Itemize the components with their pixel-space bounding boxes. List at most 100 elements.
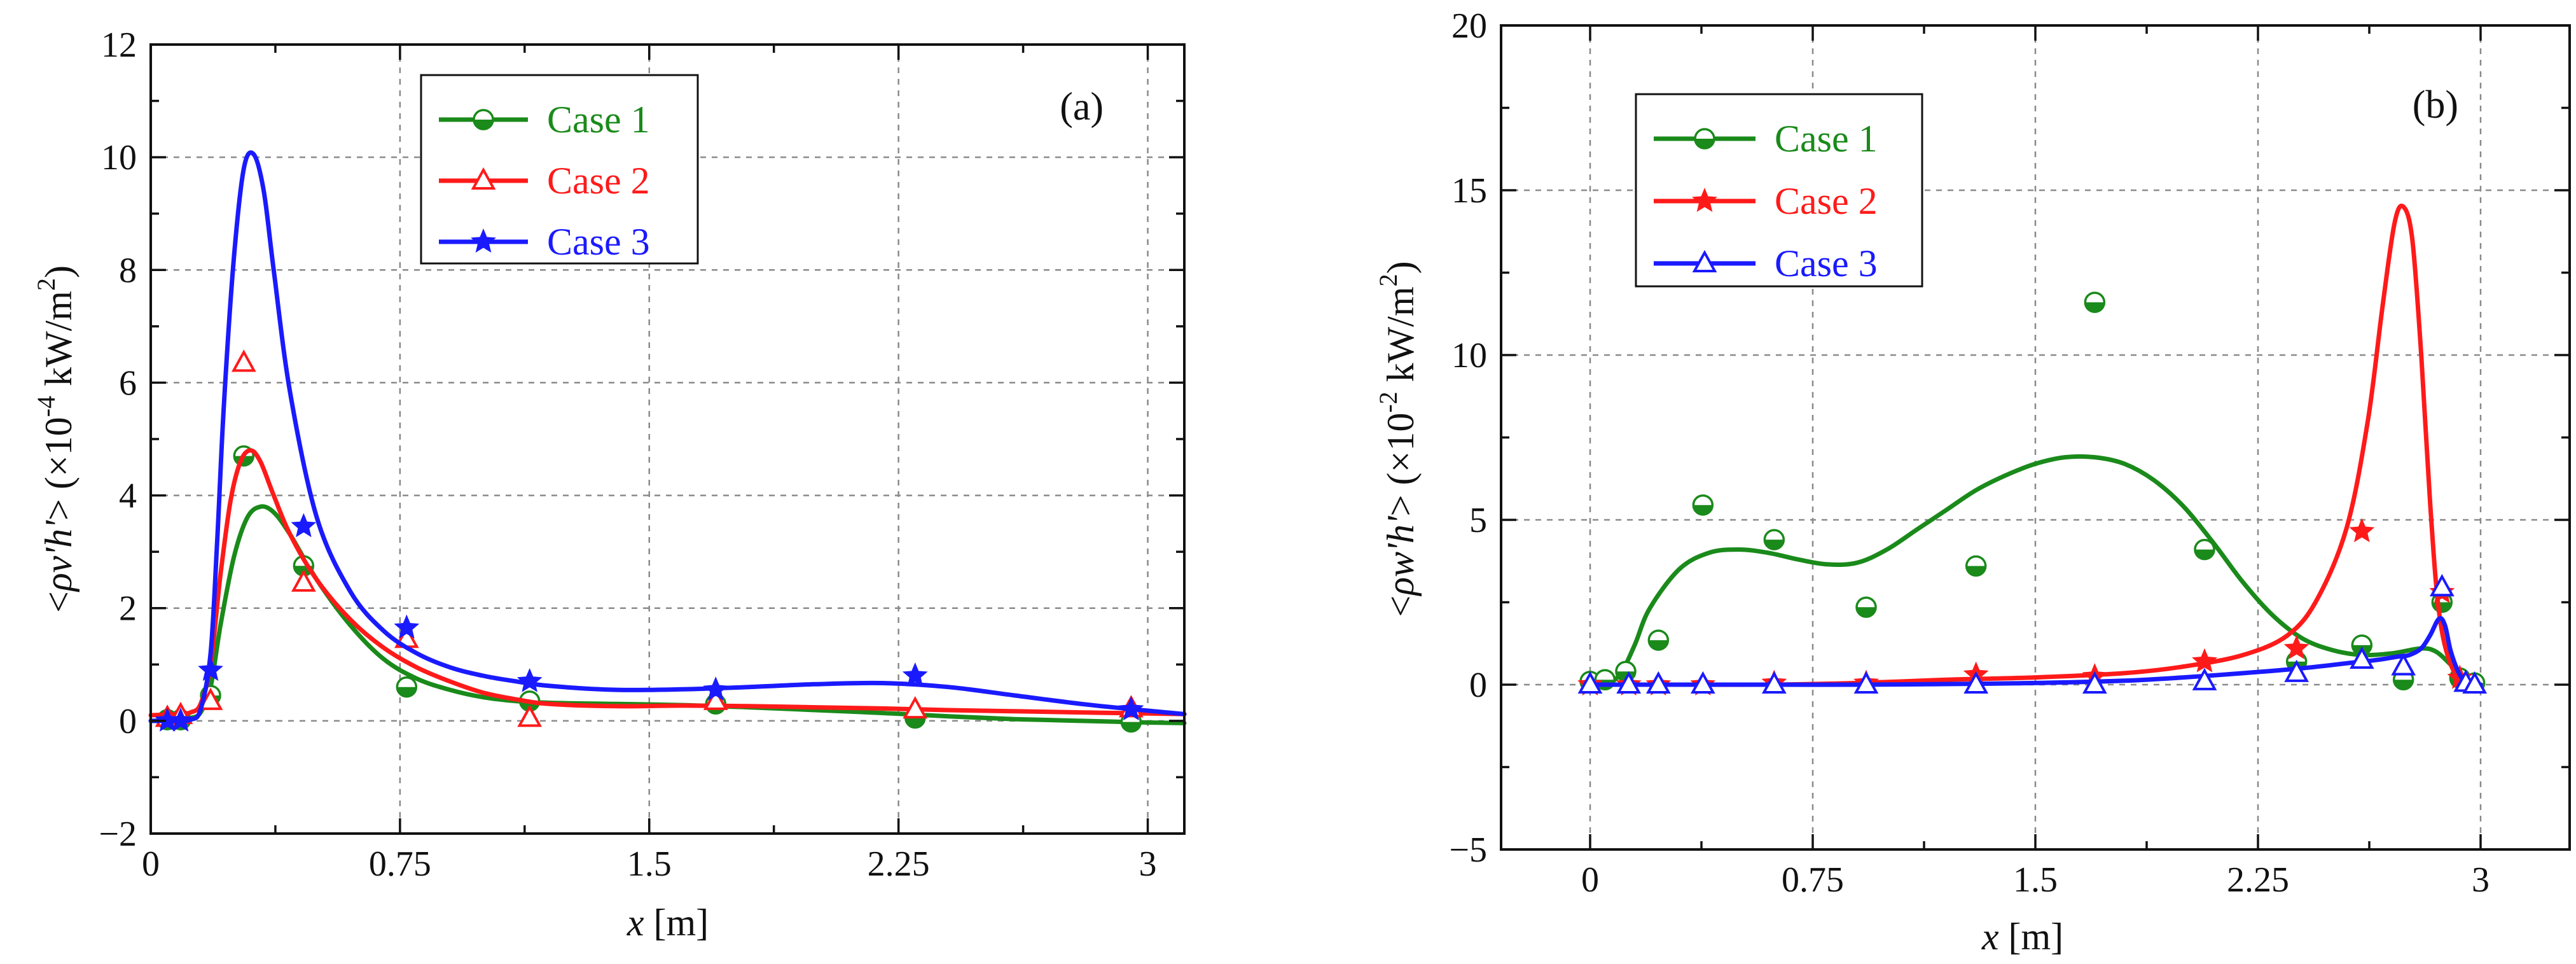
data-point-case-1 [1763, 529, 1785, 550]
legend-label-case-1: Case 1 [547, 99, 650, 141]
x-tick-label: 0 [142, 844, 160, 884]
y-label-b-p1: < [1380, 596, 1422, 617]
y-tick-label: 10 [1451, 336, 1487, 375]
legend-marker-case-1 [1694, 128, 1715, 150]
data-point-case-3 [291, 513, 317, 538]
legend-label-case-3: Case 3 [1775, 242, 1878, 284]
data-point-case-3 [2349, 646, 2374, 669]
y-tick-label: 8 [119, 251, 137, 290]
data-point-case-3 [2284, 659, 2309, 682]
legend-label-case-3: Case 3 [547, 221, 650, 263]
y-label-b-p3: > (×10 [1380, 413, 1422, 517]
data-point-case-3 [2462, 671, 2488, 694]
x-tick-label: 2.25 [868, 844, 930, 884]
data-point-case-1 [2194, 538, 2215, 561]
legend-label-case-2: Case 2 [1775, 180, 1878, 222]
x-axis-label-b: x [m] [1981, 916, 2063, 958]
y-label-a-p3: > (×10 [38, 417, 80, 520]
panel-label-a: (a) [1060, 85, 1104, 129]
data-point-case-3 [2192, 667, 2217, 690]
y-label-b-p4: kW/m [1380, 286, 1422, 391]
data-point-case-1 [1647, 629, 1670, 651]
y-label-b-p2: ρw'h' [1380, 515, 1422, 597]
data-point-case-3 [394, 614, 420, 639]
ticks-b [1501, 24, 2570, 851]
legend-marker-case-1 [473, 109, 494, 130]
y-tick-label: 12 [101, 25, 137, 65]
data-point-case-2 [2283, 635, 2309, 659]
x-tick-label: 3 [2472, 860, 2489, 900]
x-tick-label: 3 [1139, 844, 1157, 884]
series-line-case-1 [1588, 454, 2483, 687]
series-a [148, 150, 1187, 733]
x-tick-label: 0 [1581, 860, 1599, 900]
data-point-case-1 [1965, 555, 1987, 577]
data-point-case-3 [1690, 671, 1715, 694]
data-point-case-3 [1645, 671, 1671, 694]
legend-entries-a: Case 1 Case 2 Case 3 [439, 99, 650, 263]
x-tick-label: 1.5 [627, 844, 672, 884]
y-label-b-p5: ) [1380, 261, 1422, 274]
y-tick-label: 2 [119, 589, 137, 629]
legend-marker-case-3 [471, 228, 496, 253]
y-tick-label: −5 [1449, 830, 1487, 870]
legend-a: Case 1 Case 2 Case 3 [420, 74, 699, 265]
data-point-case-3 [2429, 574, 2455, 597]
panel-label-b: (b) [2413, 83, 2458, 127]
data-point-case-3 [703, 676, 729, 701]
data-point-case-2 [291, 569, 316, 592]
x-axis-unit-a: [m] [644, 902, 709, 944]
data-point-case-3 [516, 667, 543, 692]
data-point-case-3 [198, 657, 223, 681]
legend-label-case-1: Case 1 [1775, 118, 1878, 160]
y-label-a-p2: ρv'h' [38, 520, 80, 592]
data-point-case-1 [1855, 596, 1877, 618]
y-tick-label: −2 [99, 814, 137, 854]
y-tick-label: 20 [1451, 6, 1487, 46]
y-tick-label: 15 [1451, 171, 1487, 211]
data-point-case-3 [1853, 671, 1879, 694]
data-point-case-3 [2082, 671, 2107, 694]
legend-box-b [1635, 93, 1923, 288]
y-label-b-exp2: 2 [1374, 274, 1402, 286]
y-tick-label: 10 [101, 138, 137, 178]
data-point-case-3 [1577, 671, 1603, 694]
data-point-case-2 [703, 687, 728, 710]
x-tick-label: 0.75 [1782, 860, 1844, 900]
y-label-a-p5: ) [38, 265, 80, 278]
data-point-case-1 [2351, 634, 2373, 656]
legend-marker-case-2 [1692, 188, 1717, 212]
x-axis-unit-b: [m] [1999, 916, 2064, 958]
data-point-case-2 [231, 349, 256, 372]
x-tick-label: 0.75 [369, 844, 431, 884]
data-point-case-3 [168, 707, 193, 732]
y-label-a-exp: -4 [32, 396, 60, 417]
tick-labels-b: 0 0.75 1.5 2.25 3 −5 0 5 10 15 20 [1449, 6, 2489, 900]
x-tick-label: 2.25 [2227, 860, 2289, 900]
data-point-case-2 [2192, 648, 2217, 673]
y-axis-label-a: <ρv'h'> (×10-4 kW/m2) [32, 265, 80, 613]
data-point-case-1 [396, 676, 418, 698]
data-point-case-3 [1616, 671, 1642, 694]
legend-marker-case-3 [1692, 249, 1717, 272]
y-tick-label: 4 [119, 477, 137, 516]
data-point-case-3 [902, 662, 928, 687]
series-line-case-3 [1588, 616, 2483, 687]
y-label-b-exp: -2 [1374, 391, 1402, 412]
y-label-a-p1: < [38, 591, 80, 613]
data-point-case-1 [2084, 291, 2106, 313]
data-point-case-3 [1118, 696, 1144, 721]
ticks-a [149, 43, 1184, 835]
legend-label-case-2: Case 2 [547, 160, 650, 202]
y-tick-label: 0 [119, 702, 137, 741]
y-label-a-p4: kW/m [38, 291, 80, 396]
series-b [1577, 204, 2488, 695]
data-point-case-3 [1761, 671, 1787, 694]
y-tick-label: 6 [119, 363, 137, 403]
legend-marker-case-2 [471, 167, 496, 190]
x-axis-var-a: x [627, 902, 644, 944]
